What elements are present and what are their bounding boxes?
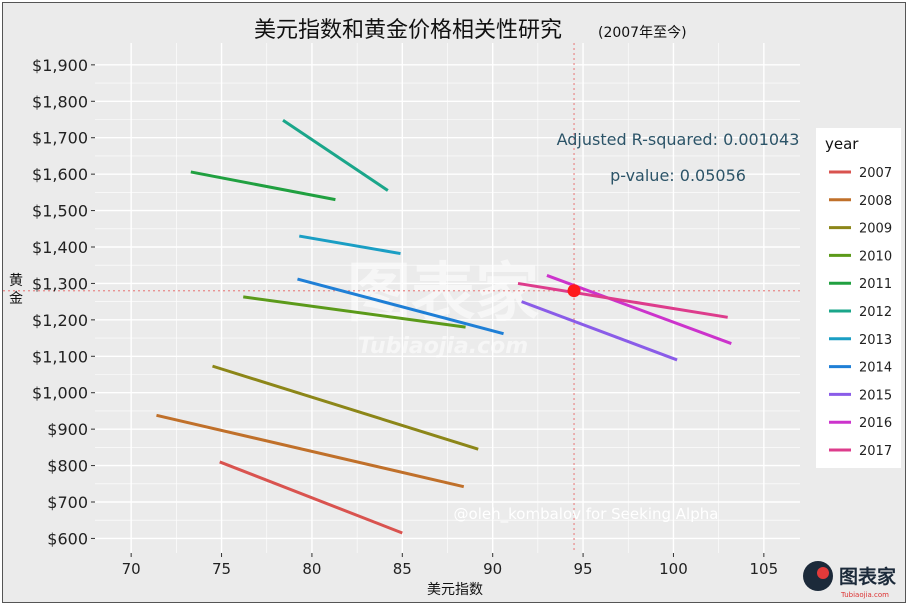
series-line-2015: [521, 300, 678, 362]
y-tick-label: $1,400: [32, 238, 88, 257]
y-tick-label: $1,800: [32, 92, 88, 111]
y-tick-label: $700: [47, 493, 88, 512]
y-tick-label: $900: [47, 420, 88, 439]
legend-label-2010: 2010: [859, 249, 892, 264]
y-tick-label: $600: [47, 529, 88, 548]
brand-logo-text: 图表家: [839, 565, 897, 588]
series-line-2007: [219, 460, 403, 535]
y-axis-label-char: 金: [9, 291, 23, 307]
y-axis: $600 $700 $800 $900 $1,000 $1,100 $1,200 $1,300…: [32, 56, 95, 548]
x-tick-label: 85: [393, 560, 412, 578]
watermark-logo: 图表家 Tubiaojia.com: [347, 257, 539, 359]
y-tick-label: $1,700: [32, 129, 88, 148]
x-tick-label: 80: [302, 560, 321, 578]
legend-label-2007: 2007: [859, 166, 892, 181]
grid: [95, 43, 800, 553]
y-tick-label: $1,900: [32, 56, 88, 75]
x-tick-label: 100: [659, 560, 688, 578]
x-tick-label: 105: [750, 560, 779, 578]
brand-logo: 图表家 Tubiaojia.com: [803, 561, 897, 599]
x-tick-label: 90: [483, 560, 502, 578]
annotation-r-squared: Adjusted R-squared: 0.001043: [557, 130, 800, 149]
y-tick-label: $1,600: [32, 165, 88, 184]
series-line-2009: [212, 364, 479, 451]
y-tick-label: $1,100: [32, 347, 88, 366]
legend-label-2013: 2013: [859, 333, 892, 348]
legend-label-2017: 2017: [859, 444, 892, 459]
highlight-point: [567, 284, 581, 298]
chart-title: 美元指数和黄金价格相关性研究: [254, 18, 562, 43]
series-line-2013: [299, 234, 401, 256]
y-axis-label-char: 黄: [9, 272, 23, 289]
chart-svg: 美元指数和黄金价格相关性研究 (2007年至今) 图表家 Tubiaojia.c…: [3, 18, 901, 599]
watermark-logo-text: 图表家: [347, 257, 539, 331]
watermark-logo-subtext: Tubiaojia.com: [358, 334, 528, 359]
legend-label-2011: 2011: [859, 277, 892, 292]
source-watermark: @oleh_kombalov for Seeking Alpha: [454, 505, 719, 524]
legend-box: [816, 128, 901, 468]
series-lines: [156, 118, 732, 535]
x-tick-label: 95: [574, 560, 593, 578]
y-tick-label: $1,200: [32, 311, 88, 330]
series-line-2017: [517, 281, 728, 319]
y-tick-label: $1,500: [32, 202, 88, 221]
series-line-2008: [156, 413, 465, 489]
legend: year 2007 2008 2009 2010 2011 2012 2013 2014 201…: [816, 128, 901, 468]
legend-title: year: [825, 135, 859, 153]
series-line-2014: [297, 277, 504, 336]
x-axis-label: 美元指数: [427, 582, 483, 598]
y-tick-label: $800: [47, 457, 88, 476]
y-axis-label: 黄金: [9, 272, 23, 307]
y-tick-label: $1,300: [32, 274, 88, 293]
x-tick-label: 70: [122, 560, 141, 578]
reference-lines: [3, 43, 800, 553]
highlight-point-group: [567, 284, 581, 298]
annotation-p-value: p-value: 0.05056: [610, 166, 746, 185]
series-line-2010: [243, 295, 466, 329]
legend-label-2008: 2008: [859, 194, 892, 209]
x-tick-label: 75: [212, 560, 231, 578]
legend-label-2009: 2009: [859, 222, 892, 237]
legend-label-2016: 2016: [859, 416, 892, 431]
series-line-2012: [282, 118, 389, 192]
legend-label-2015: 2015: [859, 388, 892, 403]
brand-logo-subtext: Tubiaojia.com: [840, 591, 889, 599]
series-line-2011: [190, 170, 336, 202]
y-tick-label: $1,000: [32, 384, 88, 403]
legend-label-2012: 2012: [859, 305, 892, 320]
legend-label-2014: 2014: [859, 361, 892, 376]
brand-logo-icon-dot: [817, 567, 829, 579]
x-axis: 70 75 80 85 90 95 100 105: [122, 553, 779, 578]
chart-subtitle: (2007年至今): [598, 25, 687, 41]
